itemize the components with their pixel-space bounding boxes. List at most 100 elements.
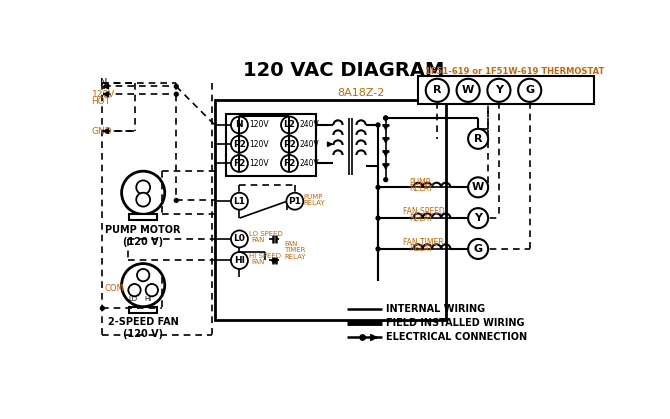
Text: 120V: 120V <box>249 140 269 149</box>
Circle shape <box>425 79 449 102</box>
Bar <box>129 214 157 220</box>
Text: FAN: FAN <box>251 238 265 243</box>
Circle shape <box>174 199 178 202</box>
Circle shape <box>174 92 178 96</box>
Bar <box>215 100 446 320</box>
Circle shape <box>376 186 380 189</box>
Circle shape <box>468 177 488 197</box>
Circle shape <box>231 136 248 153</box>
Circle shape <box>231 230 248 247</box>
Text: FAN: FAN <box>284 241 297 247</box>
Text: 120 VAC DIAGRAM: 120 VAC DIAGRAM <box>243 61 444 80</box>
Text: F2: F2 <box>233 159 246 168</box>
Polygon shape <box>383 164 389 169</box>
Text: G: G <box>474 244 482 254</box>
Circle shape <box>122 264 165 307</box>
Bar <box>129 307 157 313</box>
Circle shape <box>384 178 388 181</box>
Circle shape <box>376 123 380 127</box>
Text: W: W <box>472 182 484 192</box>
Text: GND: GND <box>92 127 112 136</box>
Text: HI: HI <box>144 296 151 302</box>
Text: RELAY: RELAY <box>409 184 433 194</box>
Text: P2: P2 <box>233 140 246 149</box>
Text: 120V: 120V <box>249 159 269 168</box>
Circle shape <box>281 155 298 172</box>
Circle shape <box>231 193 248 210</box>
Text: HOT: HOT <box>92 97 111 106</box>
Circle shape <box>137 269 149 281</box>
Circle shape <box>456 79 480 102</box>
Text: P2: P2 <box>283 140 296 149</box>
Circle shape <box>468 239 488 259</box>
Text: 240V: 240V <box>299 159 319 168</box>
Text: LO SPEED: LO SPEED <box>249 231 283 237</box>
Circle shape <box>286 193 304 210</box>
Text: FIELD INSTALLED WIRING: FIELD INSTALLED WIRING <box>386 318 524 328</box>
Text: PUMP: PUMP <box>304 194 323 199</box>
Circle shape <box>487 79 511 102</box>
Text: N: N <box>100 78 108 88</box>
Text: RELAY: RELAY <box>409 214 433 222</box>
Circle shape <box>281 136 298 153</box>
Text: LO: LO <box>128 296 137 302</box>
Text: RELAY: RELAY <box>409 244 433 253</box>
Text: TIMER: TIMER <box>284 248 306 253</box>
Text: L1: L1 <box>233 197 245 206</box>
Circle shape <box>136 193 150 207</box>
Circle shape <box>360 335 365 340</box>
Bar <box>226 114 316 176</box>
Polygon shape <box>383 151 389 156</box>
Circle shape <box>129 284 141 296</box>
Circle shape <box>231 116 248 133</box>
Text: F2: F2 <box>283 159 295 168</box>
Text: L0: L0 <box>233 234 245 243</box>
Circle shape <box>174 85 178 88</box>
Text: RELAY: RELAY <box>284 253 306 260</box>
Text: 1F51-619 or 1F51W-619 THERMOSTAT: 1F51-619 or 1F51W-619 THERMOSTAT <box>425 67 605 76</box>
Text: 240V: 240V <box>299 140 319 149</box>
Circle shape <box>231 252 248 269</box>
Circle shape <box>122 171 165 214</box>
Text: ELECTRICAL CONNECTION: ELECTRICAL CONNECTION <box>386 333 527 342</box>
Circle shape <box>136 181 150 194</box>
Text: FAN SPEED: FAN SPEED <box>403 207 444 217</box>
Text: HI SPEED: HI SPEED <box>249 253 281 259</box>
Text: 2-SPEED FAN
(120 V): 2-SPEED FAN (120 V) <box>108 318 178 339</box>
Text: PUMP: PUMP <box>409 178 430 187</box>
Circle shape <box>231 155 248 172</box>
Text: P1: P1 <box>288 197 302 206</box>
Text: INTERNAL WIRING: INTERNAL WIRING <box>386 304 485 314</box>
Circle shape <box>468 208 488 228</box>
Bar <box>418 76 594 104</box>
Circle shape <box>376 247 380 251</box>
Circle shape <box>272 259 276 262</box>
Text: N: N <box>236 121 243 129</box>
Circle shape <box>468 129 488 149</box>
Text: FAN TIMER: FAN TIMER <box>403 238 444 247</box>
Circle shape <box>384 116 388 120</box>
Circle shape <box>145 284 158 296</box>
Text: FAN: FAN <box>251 259 265 265</box>
Text: Y: Y <box>495 85 503 95</box>
Text: 240V: 240V <box>299 121 319 129</box>
Text: 8A18Z-2: 8A18Z-2 <box>338 88 385 98</box>
Circle shape <box>100 306 105 310</box>
Text: 120V: 120V <box>249 121 269 129</box>
Text: 120V: 120V <box>92 90 115 98</box>
Text: PUMP MOTOR
(120 V): PUMP MOTOR (120 V) <box>105 225 181 247</box>
Text: R: R <box>433 85 442 95</box>
Text: W: W <box>462 85 474 95</box>
Text: G: G <box>525 85 534 95</box>
Polygon shape <box>383 138 389 143</box>
Circle shape <box>518 79 541 102</box>
Circle shape <box>384 116 388 120</box>
Text: RELAY: RELAY <box>304 200 325 206</box>
Circle shape <box>376 216 380 220</box>
Polygon shape <box>383 124 389 130</box>
Circle shape <box>281 116 298 133</box>
Text: COM: COM <box>105 285 125 293</box>
Text: Y: Y <box>474 213 482 223</box>
Text: R: R <box>474 134 482 144</box>
Text: HI: HI <box>234 256 245 265</box>
